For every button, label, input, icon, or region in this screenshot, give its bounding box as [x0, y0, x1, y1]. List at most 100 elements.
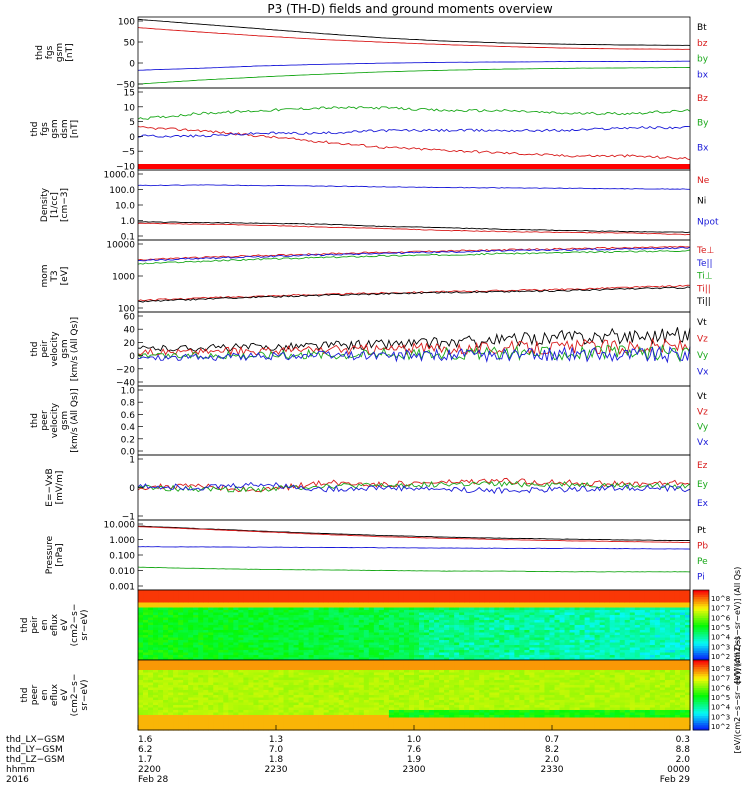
series-line-Pt: [138, 526, 690, 541]
panel-density: Density[1/cc][cm−3]NeNiNpot1000.0100.010…: [40, 170, 719, 243]
y-axis-label: velocity: [50, 402, 60, 438]
y-tick-label: 0.2: [121, 435, 135, 445]
y-axis-label: [mV/m]: [55, 471, 65, 505]
panel-frame: [138, 520, 690, 590]
y-tick-label: 0: [129, 133, 135, 143]
y-axis-label: thd: [30, 122, 40, 137]
y-tick-label: 5: [129, 118, 135, 128]
legend-entry: Pi: [697, 573, 705, 583]
y-tick-label: 0.8: [121, 399, 136, 409]
y-axis-label: thd: [30, 342, 40, 357]
colorbar-tick-label: 10^4: [711, 634, 731, 642]
series-line-Npot: [138, 185, 690, 190]
y-axis-label: [km/s (All Qs)]: [70, 388, 80, 452]
legend-entry: by: [697, 55, 709, 65]
legend-entry: Npot: [697, 217, 719, 227]
series-line-bz: [138, 28, 690, 50]
y-axis-label: eV: [60, 618, 70, 631]
colorbar-tick-label: 10^2: [711, 653, 730, 661]
legend-entry: Pt: [697, 526, 706, 536]
legend-entry: Vz: [697, 335, 708, 345]
legend-entry: Vx: [697, 368, 709, 378]
legend-entry: Pb: [697, 542, 708, 552]
y-axis-label: gsm: [60, 411, 70, 430]
y-axis-label: gsm: [60, 339, 70, 358]
y-tick-label: 100: [118, 18, 135, 28]
legend-entry: Vt: [697, 318, 707, 328]
series-line-Ni: [138, 222, 690, 233]
y-axis-label: peir: [40, 340, 50, 358]
y-tick-label: 50: [124, 39, 136, 49]
spectrogram-cells: [138, 660, 691, 731]
legend-entry: Te||: [696, 259, 713, 269]
series-line-Ne: [138, 223, 690, 235]
colorbar-tick-label: 10^5: [711, 624, 730, 632]
y-tick-label: 1.0: [121, 217, 136, 227]
legend-entry: Ez: [697, 461, 708, 471]
y-axis-label: thd: [20, 688, 30, 703]
y-tick-label: 10000: [106, 241, 135, 251]
y-axis-label: (cm2−s−: [70, 604, 80, 647]
colorbar-tick-label: 10^8: [711, 595, 730, 603]
legend-entry: Vy: [697, 423, 709, 433]
y-tick-label: 0.6: [121, 411, 136, 421]
y-axis-label: fgs: [45, 45, 55, 59]
y-tick-label: 100.0: [109, 186, 135, 196]
y-axis-label: (cm2−s−: [70, 674, 80, 717]
y-tick-label: 0.001: [109, 583, 135, 593]
legend-entry: By: [697, 119, 709, 129]
legend-entry: Ti||: [696, 297, 711, 307]
legend-entry: bx: [697, 70, 709, 80]
y-tick-label: 1000.0: [104, 171, 136, 181]
y-axis-label: eV: [60, 688, 70, 701]
series-line-Vx: [138, 347, 690, 362]
y-tick-label: 40: [124, 326, 136, 336]
y-axis-label: [nT]: [70, 120, 80, 138]
y-tick-label: 1.0: [121, 387, 136, 397]
series-line-Bz: [138, 127, 690, 160]
y-axis-label: sr−eV): [80, 679, 90, 710]
y-tick-label: 10.0: [115, 202, 135, 212]
series-line-Te||: [138, 247, 690, 261]
y-axis-label: [1/cc]: [50, 192, 60, 218]
colorbar-tick-label: 10^3: [711, 643, 730, 651]
legend-entry: bz: [697, 39, 708, 49]
y-tick-label: 0.010: [109, 567, 135, 577]
series-line-By: [138, 107, 690, 120]
panel-frame: [138, 17, 690, 88]
y-tick-label: 0.4: [121, 423, 136, 433]
y-axis-label: gsm: [55, 43, 65, 62]
legend-entry: Pe: [697, 557, 708, 567]
y-tick-label: 15: [124, 89, 135, 99]
y-axis-label: mom: [40, 264, 50, 287]
y-axis-label: [eV]: [60, 267, 70, 286]
legend-entry: Ex: [697, 499, 709, 509]
panel-pressure: Pressure[nPa]PtPbPePi10.0001.0000.1000.0…: [45, 520, 708, 593]
legend-entry: Bt: [697, 23, 707, 33]
y-tick-label: 1: [129, 456, 135, 466]
y-axis-label: peir: [30, 616, 40, 634]
series-line-Ti||: [138, 287, 690, 302]
legend-entry: Ey: [697, 480, 709, 490]
series-line-Pb: [138, 527, 690, 543]
series-line-by: [138, 68, 690, 85]
spectrogram-cells: [138, 590, 691, 661]
legend-entry: Ni: [697, 197, 706, 207]
legend-entry: Vt: [697, 392, 707, 402]
y-tick-label: 1000: [112, 273, 135, 283]
legend-entry: Te⊥: [696, 246, 715, 256]
series-line-bx: [138, 61, 690, 70]
legend-entry: Vy: [697, 351, 709, 361]
y-axis-label: gsm: [50, 119, 60, 138]
y-tick-label: 0: [129, 60, 135, 70]
colorbar-tick-label: 10^6: [711, 614, 731, 622]
y-tick-label: 10: [124, 103, 136, 113]
legend-entry: Ti⊥: [696, 272, 713, 282]
y-axis-label: Density: [40, 187, 50, 222]
